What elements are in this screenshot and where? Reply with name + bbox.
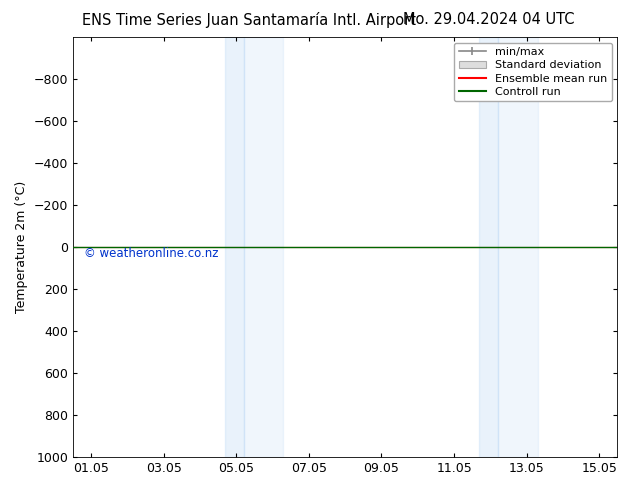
Bar (243, 37, 283, 457)
Y-axis label: Temperature 2m (°C): Temperature 2m (°C) (15, 181, 28, 313)
Bar (479, 37, 498, 457)
Text: Mo. 29.04.2024 04 UTC: Mo. 29.04.2024 04 UTC (403, 12, 574, 27)
Bar (498, 37, 538, 457)
Text: ENS Time Series Juan Santamaría Intl. Airport: ENS Time Series Juan Santamaría Intl. Ai… (82, 12, 417, 28)
Text: © weatheronline.co.nz: © weatheronline.co.nz (84, 247, 218, 260)
Bar (225, 37, 243, 457)
Legend: min/max, Standard deviation, Ensemble mean run, Controll run: min/max, Standard deviation, Ensemble me… (454, 43, 612, 101)
